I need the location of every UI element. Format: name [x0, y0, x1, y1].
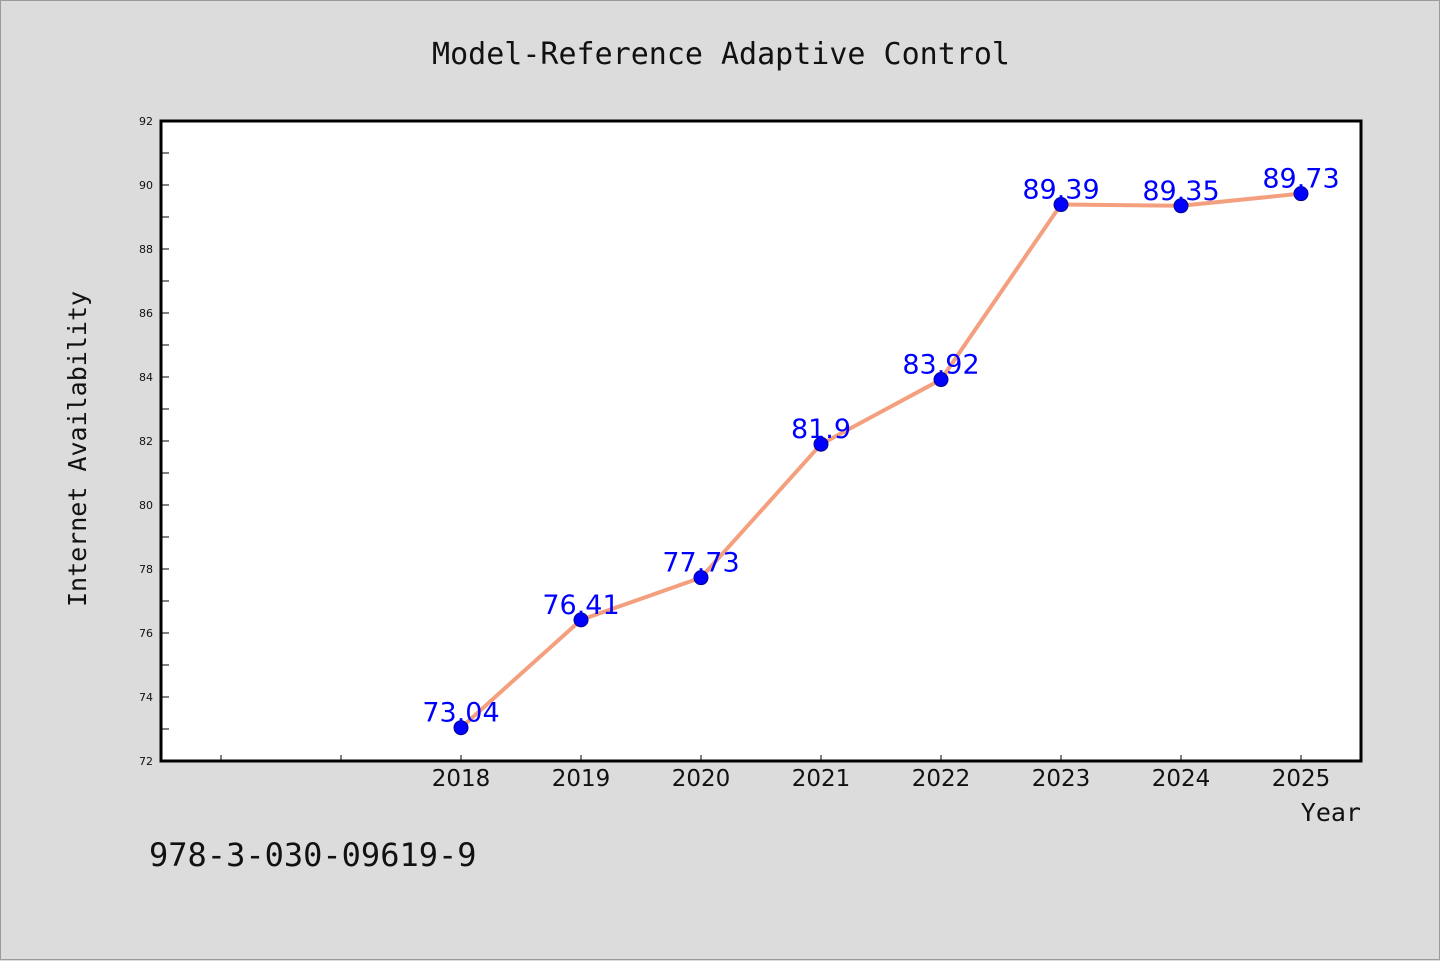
y-tick-label: 84: [139, 371, 153, 384]
data-label: 89.73: [1262, 164, 1339, 195]
plot-area: [159, 119, 1363, 763]
y-tick-label: 88: [139, 243, 153, 256]
data-point: [453, 720, 469, 736]
data-point: [1293, 186, 1309, 202]
y-tick-label: 76: [139, 627, 153, 640]
data-series: 73.04 76.41 77.73 81.9 83.92 89.39 89.35 89.73: [422, 164, 1340, 736]
data-label: 77.73: [662, 548, 739, 579]
chart-title: Model-Reference Adaptive Control: [432, 37, 1010, 72]
x-tick-label: 2021: [792, 766, 851, 792]
data-point: [1173, 198, 1189, 214]
x-tick-label: 2023: [1032, 766, 1091, 792]
footer-text: 978-3-030-09619-9: [149, 836, 477, 874]
y-tick-label: 90: [139, 179, 153, 192]
y-tick-label: 72: [139, 755, 153, 768]
x-axis: 2018 2019 2020 2021 2022 2023 2024 2025: [220, 755, 1331, 792]
x-tick-label: 2020: [672, 766, 731, 792]
x-tick-label: 2025: [1272, 766, 1331, 792]
y-tick-label: 78: [139, 563, 153, 576]
data-label: 76.41: [542, 590, 619, 621]
data-point: [573, 612, 589, 628]
y-tick-label: 92: [139, 115, 153, 128]
x-tick-label: 2019: [552, 766, 611, 792]
x-tick-label: 2024: [1152, 766, 1211, 792]
data-label: 83.92: [902, 350, 979, 381]
data-label: 73.04: [422, 698, 499, 729]
data-point: [933, 372, 949, 388]
data-point: [693, 570, 709, 586]
y-tick-label: 82: [139, 435, 153, 448]
y-tick-label: 80: [139, 499, 153, 512]
x-axis-label: Year: [1301, 798, 1361, 827]
y-tick-label: 74: [139, 691, 153, 704]
data-point: [813, 436, 829, 452]
x-tick-label: 2022: [912, 766, 971, 792]
data-label: 89.39: [1022, 175, 1099, 206]
x-tick-label: 2018: [432, 766, 491, 792]
data-label: 89.35: [1142, 176, 1219, 207]
series-line: [459, 191, 1303, 730]
y-axis-label: Internet Availability: [63, 291, 92, 607]
y-axis: 72 74 76 78 80 82 84 86 88 90 92: [139, 115, 169, 768]
y-tick-label: 86: [139, 307, 153, 320]
data-point: [1053, 197, 1069, 213]
data-label: 81.9: [791, 414, 851, 445]
